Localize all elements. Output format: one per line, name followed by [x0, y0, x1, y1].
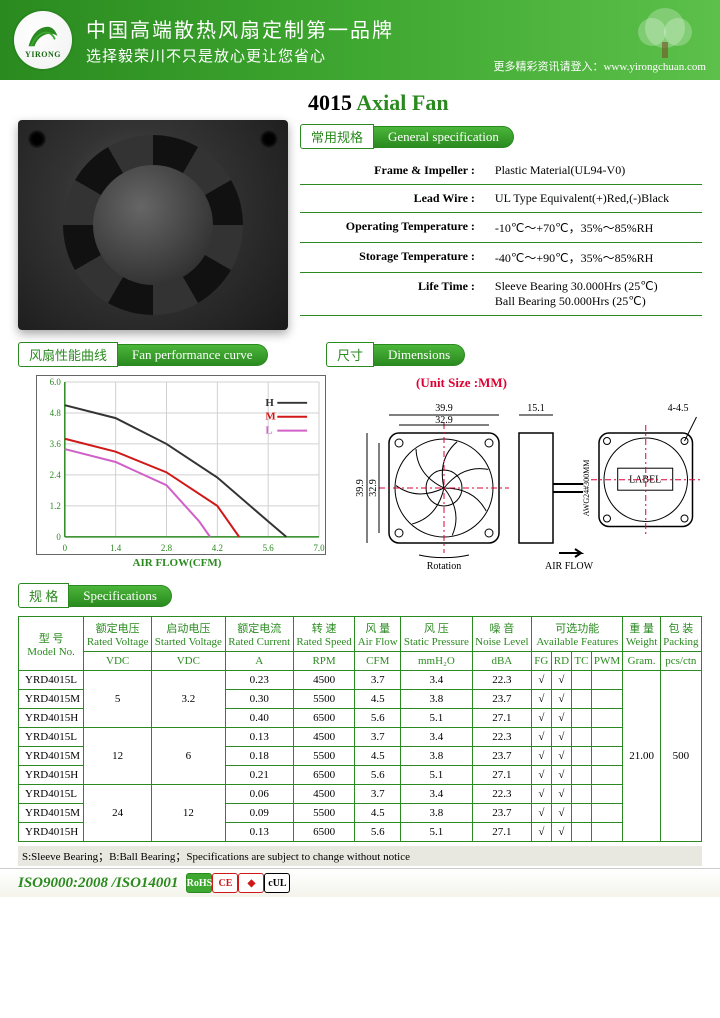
header-slogan-2: 选择毅荣川不只是放心更让您省心 [86, 45, 394, 66]
chart-svg: 00 1.4 1.2 2.8 2.4 4.2 3.6 5.6 4.8 7.0 6.0 HML [37, 376, 325, 555]
chart-xlabel: AIR FLOW(CFM) [36, 557, 318, 569]
svg-text:1.4: 1.4 [110, 543, 122, 553]
header-text: 中国高端散热风扇定制第一品牌 选择毅荣川不只是放心更让您省心 [86, 14, 394, 66]
fan-photo [18, 120, 288, 330]
footnote: S:Sleeve Bearing；B:Ball Bearing；Specific… [18, 846, 702, 866]
svg-text:15.1: 15.1 [527, 403, 545, 414]
header-url: 更多精彩资讯请登入：www.yirongchuan.com [493, 58, 706, 74]
logo-swirl-icon [26, 22, 60, 50]
section-dimensions: 尺寸 Dimensions [326, 342, 702, 367]
svg-text:32.9: 32.9 [368, 479, 379, 497]
svg-text:0: 0 [56, 532, 61, 542]
svg-text:4.2: 4.2 [212, 543, 223, 553]
svg-text:5.6: 5.6 [263, 543, 275, 553]
page-title: 4015 Axial Fan [308, 90, 702, 116]
iso-text: ISO9000:2008 /ISO14001 [18, 875, 178, 892]
svg-text:Rotation: Rotation [427, 561, 461, 572]
svg-text:7.0: 7.0 [313, 543, 325, 553]
dims-unit-note: (Unit Size :MM) [416, 375, 702, 391]
svg-text:39.9: 39.9 [355, 479, 366, 497]
top-row: 常用规格 General specification Frame & Impel… [18, 120, 702, 330]
dimensions-svg: 39.932.939.932.9Rotation15.1AIR FLOWAWG2… [326, 393, 702, 573]
tree-icon [630, 6, 700, 60]
svg-text:L: L [265, 425, 272, 437]
svg-text:4-4.5: 4-4.5 [668, 403, 689, 414]
brand-name: YIRONG [25, 50, 61, 59]
svg-text:39.9: 39.9 [435, 403, 453, 414]
header-slogan-1: 中国高端散热风扇定制第一品牌 [86, 14, 394, 43]
section-specifications: 规 格 Specifications [18, 583, 702, 608]
section-general-spec: 常用规格 General specification [300, 124, 702, 149]
performance-chart: 00 1.4 1.2 2.8 2.4 4.2 3.6 5.6 4.8 7.0 6.0 HML [36, 375, 326, 555]
header: YIRONG 中国高端散热风扇定制第一品牌 选择毅荣川不只是放心更让您省心 更多… [0, 0, 720, 80]
footer: ISO9000:2008 /ISO14001 RoHSCE◆cUL [0, 868, 720, 897]
svg-text:AIR FLOW: AIR FLOW [545, 561, 594, 572]
general-spec-table: Frame & Impeller :Plastic Material(UL94-… [300, 157, 702, 316]
svg-text:AWG24#300MM: AWG24#300MM [582, 460, 591, 517]
svg-text:32.9: 32.9 [435, 415, 453, 426]
svg-text:1.2: 1.2 [50, 501, 61, 511]
cert-icons: RoHSCE◆cUL [186, 873, 290, 893]
svg-text:2.8: 2.8 [161, 543, 173, 553]
section-curve: 风扇性能曲线 Fan performance curve [18, 342, 318, 367]
svg-text:0: 0 [63, 543, 68, 553]
svg-text:3.6: 3.6 [50, 439, 62, 449]
svg-text:M: M [265, 411, 275, 423]
dimensions-drawing: 39.932.939.932.9Rotation15.1AIR FLOWAWG2… [326, 393, 702, 573]
svg-text:4.8: 4.8 [50, 408, 62, 418]
specifications-table: 型 号Model No.额定电压Rated Voltage启动电压Started… [18, 616, 702, 842]
svg-text:H: H [265, 397, 274, 409]
svg-text:6.0: 6.0 [50, 377, 62, 387]
mid-row: 风扇性能曲线 Fan performance curve AIR PRESSUR… [18, 338, 702, 573]
brand-logo: YIRONG [14, 11, 72, 69]
svg-text:2.4: 2.4 [50, 470, 62, 480]
